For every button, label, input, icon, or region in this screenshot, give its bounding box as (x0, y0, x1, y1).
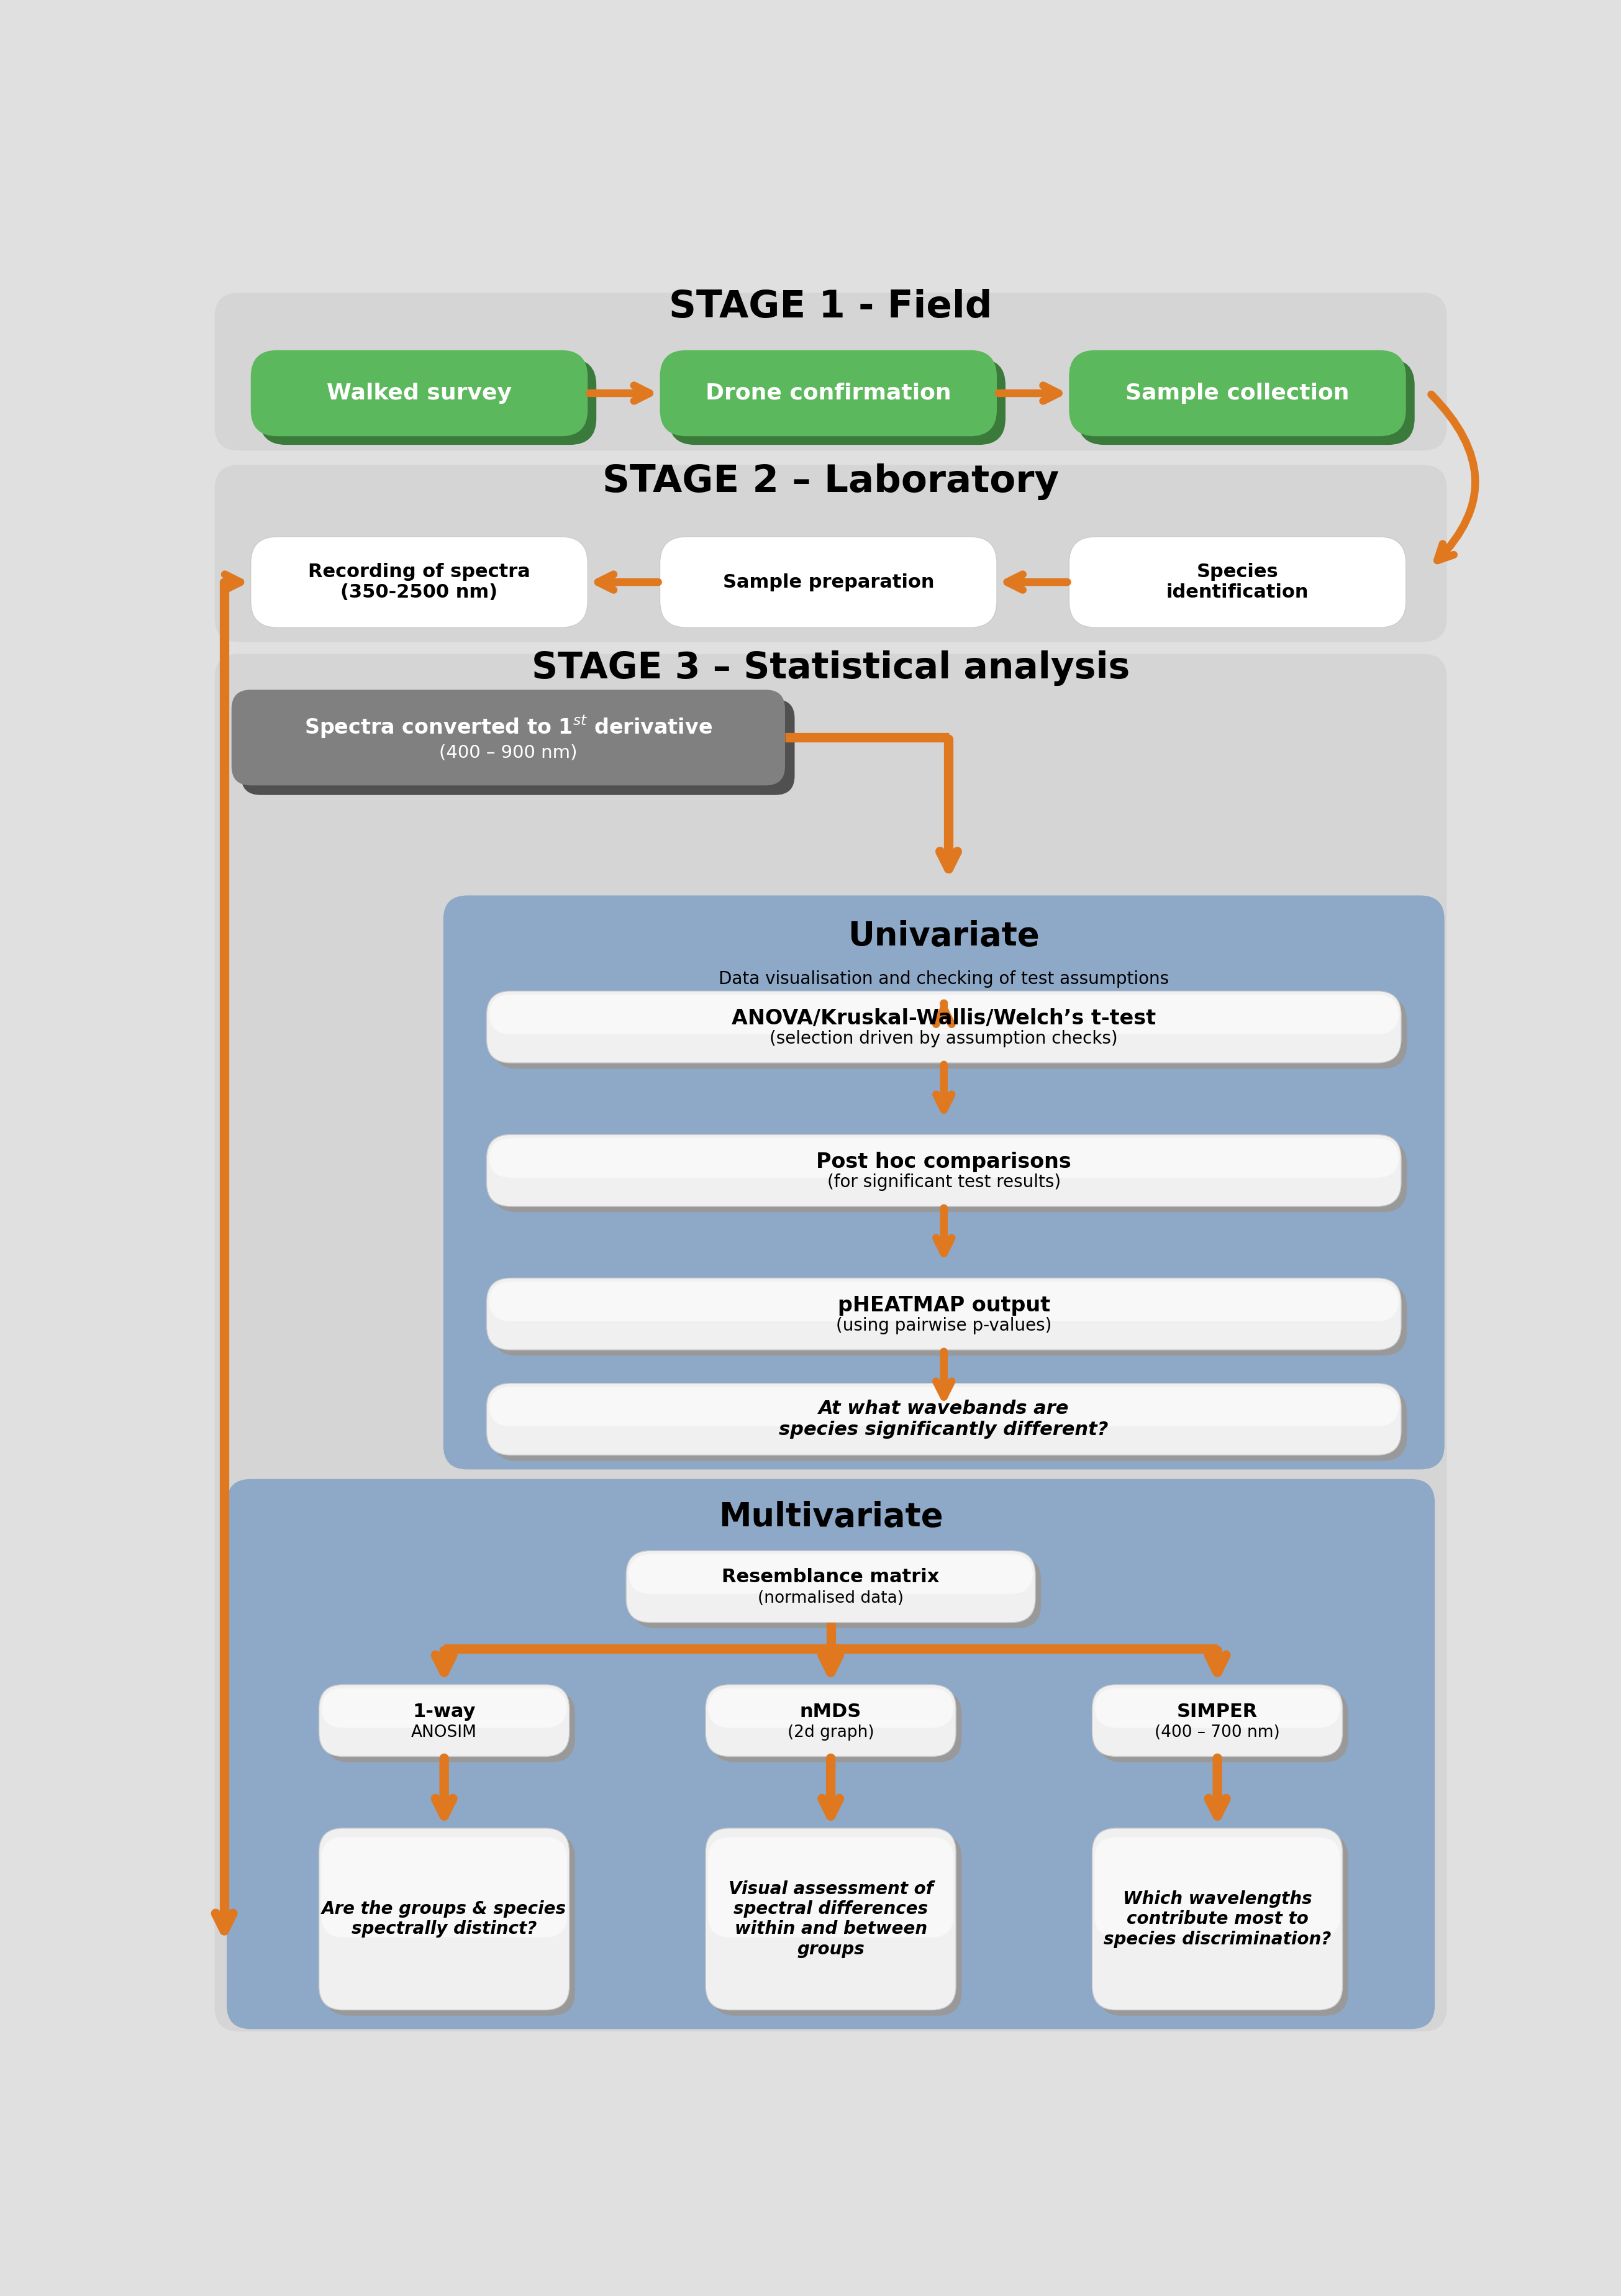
FancyBboxPatch shape (1097, 1690, 1349, 1763)
FancyBboxPatch shape (708, 1688, 953, 1727)
FancyBboxPatch shape (214, 654, 1448, 2032)
Text: (400 – 900 nm): (400 – 900 nm) (439, 744, 577, 762)
FancyBboxPatch shape (660, 537, 997, 627)
Text: (normalised data): (normalised data) (757, 1591, 905, 1607)
Text: (using pairwise p-values): (using pairwise p-values) (836, 1318, 1052, 1334)
Text: Sample collection: Sample collection (1125, 383, 1349, 404)
FancyBboxPatch shape (1068, 351, 1405, 436)
Text: Recording of spectra
(350-2500 nm): Recording of spectra (350-2500 nm) (308, 563, 530, 602)
Text: Multivariate: Multivariate (718, 1502, 943, 1534)
Text: Spectra converted to 1$^{st}$ derivative: Spectra converted to 1$^{st}$ derivative (305, 714, 712, 739)
FancyBboxPatch shape (712, 1835, 961, 2016)
Text: Drone confirmation: Drone confirmation (705, 383, 952, 404)
FancyBboxPatch shape (1093, 1685, 1342, 1756)
FancyBboxPatch shape (1093, 1828, 1342, 2009)
Text: pHEATMAP output: pHEATMAP output (838, 1295, 1050, 1316)
FancyBboxPatch shape (490, 1281, 1399, 1320)
Text: Walked survey: Walked survey (327, 383, 512, 404)
Text: Visual assessment of
spectral differences
within and between
groups: Visual assessment of spectral difference… (728, 1880, 934, 1958)
Text: STAGE 1 - Field: STAGE 1 - Field (669, 289, 992, 326)
FancyBboxPatch shape (708, 1837, 953, 1938)
FancyBboxPatch shape (486, 992, 1401, 1063)
Text: Data visualisation and checking of test assumptions: Data visualisation and checking of test … (718, 971, 1169, 987)
FancyBboxPatch shape (214, 294, 1448, 450)
FancyBboxPatch shape (705, 1685, 956, 1756)
Text: (for significant test results): (for significant test results) (827, 1173, 1060, 1192)
Text: Sample preparation: Sample preparation (723, 574, 934, 590)
FancyBboxPatch shape (324, 1835, 575, 2016)
FancyBboxPatch shape (668, 358, 1005, 445)
FancyBboxPatch shape (486, 1134, 1401, 1205)
Text: (400 – 700 nm): (400 – 700 nm) (1154, 1724, 1281, 1740)
FancyBboxPatch shape (1094, 1688, 1341, 1727)
FancyBboxPatch shape (1094, 1837, 1341, 1938)
Text: (2d graph): (2d graph) (788, 1724, 874, 1740)
FancyBboxPatch shape (493, 996, 1407, 1068)
FancyBboxPatch shape (705, 1828, 956, 2009)
FancyBboxPatch shape (660, 351, 997, 436)
FancyBboxPatch shape (443, 895, 1444, 1469)
FancyBboxPatch shape (324, 1690, 575, 1763)
FancyBboxPatch shape (486, 1382, 1401, 1456)
FancyBboxPatch shape (232, 689, 785, 785)
FancyBboxPatch shape (490, 1139, 1399, 1178)
FancyBboxPatch shape (259, 358, 597, 445)
FancyBboxPatch shape (493, 1283, 1407, 1355)
Text: STAGE 2 – Laboratory: STAGE 2 – Laboratory (603, 464, 1059, 501)
FancyBboxPatch shape (490, 1387, 1399, 1426)
FancyBboxPatch shape (227, 1479, 1435, 2030)
Text: SIMPER: SIMPER (1177, 1704, 1258, 1722)
Text: nMDS: nMDS (799, 1704, 862, 1722)
FancyBboxPatch shape (214, 464, 1448, 643)
FancyBboxPatch shape (626, 1550, 1036, 1623)
FancyBboxPatch shape (1078, 358, 1415, 445)
FancyBboxPatch shape (1068, 537, 1405, 627)
FancyBboxPatch shape (490, 994, 1399, 1033)
FancyBboxPatch shape (242, 700, 794, 794)
Text: At what wavebands are
species significantly different?: At what wavebands are species significan… (780, 1401, 1109, 1440)
Text: ANOSIM: ANOSIM (412, 1724, 477, 1740)
FancyBboxPatch shape (629, 1554, 1033, 1593)
Text: STAGE 3 – Statistical analysis: STAGE 3 – Statistical analysis (532, 650, 1130, 687)
FancyBboxPatch shape (251, 351, 588, 436)
FancyBboxPatch shape (319, 1685, 569, 1756)
FancyBboxPatch shape (321, 1837, 567, 1938)
Text: ANOVA/Kruskal-Wallis/Welch’s t-test: ANOVA/Kruskal-Wallis/Welch’s t-test (731, 1008, 1156, 1029)
FancyBboxPatch shape (493, 1389, 1407, 1460)
Text: Post hoc comparisons: Post hoc comparisons (817, 1153, 1071, 1173)
Text: Are the groups & species
spectrally distinct?: Are the groups & species spectrally dist… (323, 1901, 566, 1938)
FancyBboxPatch shape (319, 1828, 569, 2009)
FancyBboxPatch shape (712, 1690, 961, 1763)
FancyBboxPatch shape (486, 1279, 1401, 1350)
Text: Univariate: Univariate (848, 921, 1039, 953)
Text: 1-way: 1-way (413, 1704, 475, 1722)
Text: Which wavelengths
contribute most to
species discrimination?: Which wavelengths contribute most to spe… (1104, 1890, 1331, 1947)
Text: (selection driven by assumption checks): (selection driven by assumption checks) (770, 1031, 1118, 1047)
Text: Resemblance matrix: Resemblance matrix (721, 1568, 940, 1587)
Text: Species
identification: Species identification (1165, 563, 1308, 602)
FancyBboxPatch shape (632, 1557, 1041, 1628)
FancyBboxPatch shape (1097, 1835, 1349, 2016)
FancyBboxPatch shape (251, 537, 588, 627)
FancyBboxPatch shape (321, 1688, 567, 1727)
FancyBboxPatch shape (493, 1141, 1407, 1212)
